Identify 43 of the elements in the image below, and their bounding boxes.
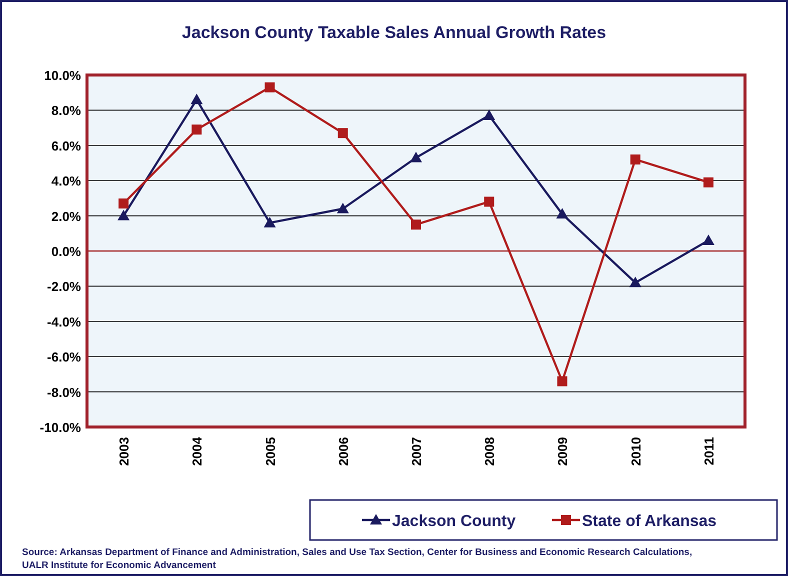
point [264, 216, 276, 228]
x-tick-label: 2005 [262, 437, 278, 466]
point [336, 202, 349, 214]
source-note: Source: Arkansas Department of Finance and Administration, Sales and Use Tax Section, Center for Business and Economic Research Calculations, [22, 547, 692, 558]
text: UALR Institute for Economic Advancement [22, 560, 217, 571]
y-tick-label: 8.0% [51, 103, 82, 118]
point [410, 152, 422, 162]
x-tick-label: 2006 [336, 437, 351, 466]
x-tick-label: 2010 [628, 437, 644, 466]
y-tick-label: 0.0% [51, 244, 82, 259]
point [411, 220, 421, 230]
y-tick-label: 6.0% [51, 138, 82, 154]
x-tick-label: 2007 [409, 437, 424, 466]
point [190, 94, 203, 104]
point [556, 208, 568, 219]
legend-label: Jackson County [392, 513, 516, 530]
y-tick-label: -6.0% [47, 350, 82, 365]
point [483, 109, 496, 120]
y-tick-label: 10.0% [44, 68, 82, 83]
point [264, 82, 275, 92]
point [557, 376, 568, 386]
x-tick-label: 2003 [116, 437, 132, 466]
point [118, 210, 130, 220]
x-tick-label: 2008 [482, 437, 498, 466]
y-tick-label: 2.0% [51, 208, 82, 224]
point [630, 154, 640, 164]
y-tick-label: -2.0% [47, 279, 82, 294]
point [702, 234, 714, 245]
y-tick-label: -4.0% [47, 314, 82, 330]
point [629, 276, 642, 288]
x-tick-label: 2004 [190, 436, 205, 466]
x-tick-label: 2011 [701, 437, 716, 466]
point [118, 198, 129, 208]
point [703, 177, 714, 188]
chart-title: Jackson County Taxable Sales Annual Growth Rates [182, 23, 606, 42]
legend-label: State of Arkansas [582, 513, 717, 530]
point [338, 128, 348, 138]
y-tick-label: -8.0% [47, 384, 82, 400]
point [192, 124, 202, 135]
point [484, 196, 494, 207]
y-tick-label: 4.0% [51, 174, 82, 189]
y-tick-label: -10.0% [40, 420, 82, 435]
x-tick-label: 2009 [555, 437, 570, 466]
